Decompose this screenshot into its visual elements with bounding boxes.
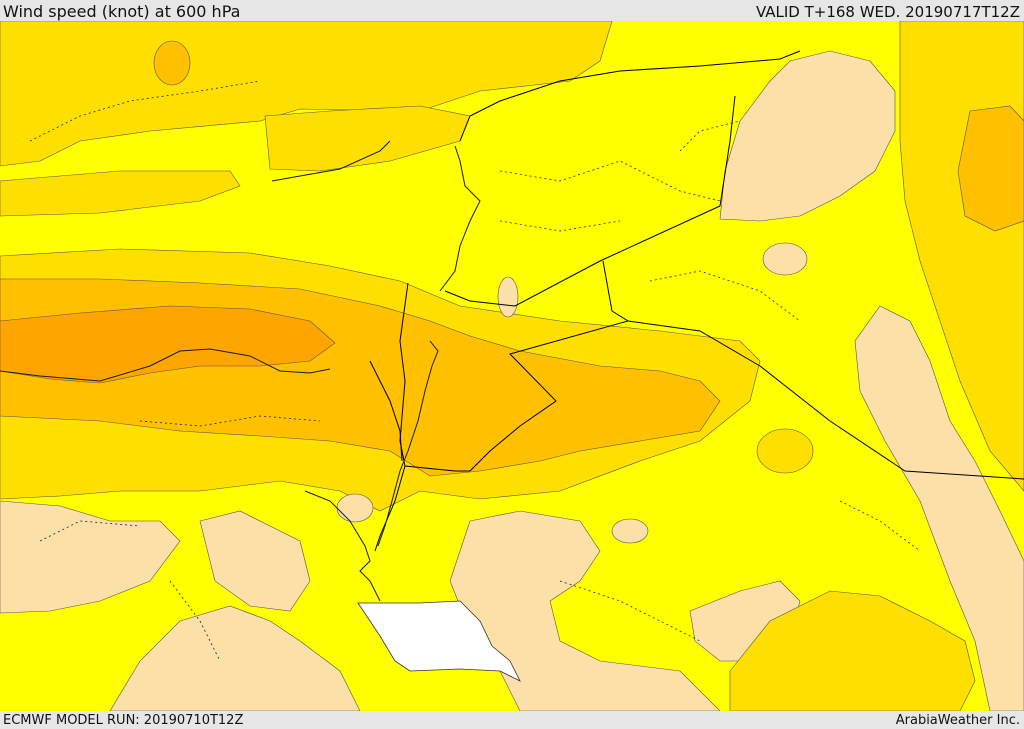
coastlines	[0, 140, 481, 602]
band-light-sudan	[199, 510, 311, 612]
footer-bar	[0, 711, 1024, 729]
amber-blob-turkey	[153, 40, 191, 86]
band-gold-west-strip	[0, 170, 241, 217]
band-gold-north	[0, 21, 613, 167]
band-light-south-egypt	[109, 605, 361, 711]
light-blob-sinai	[336, 493, 374, 523]
band-light-southwest	[0, 500, 181, 614]
country-borders	[369, 50, 1024, 552]
band-light-northeast	[719, 50, 896, 222]
model-run-label: ECMWF MODEL RUN: 20190710T12Z	[3, 713, 244, 728]
light-blob-jordan	[497, 276, 519, 318]
admin-borders	[29, 80, 921, 662]
valid-time: VALID T+168 WED. 20190717T12Z	[755, 3, 1020, 21]
light-blob-iraq	[762, 242, 808, 276]
header-bar	[0, 0, 1024, 21]
gold-blob-iraq-south	[756, 428, 814, 474]
wind-speed-map	[0, 21, 1024, 711]
band-orange-core	[0, 305, 336, 384]
credit-label: ArabiaWeather Inc.	[895, 713, 1020, 728]
band-light-east-strip	[854, 305, 1024, 711]
band-gold-south-arabia	[729, 590, 976, 711]
no-data-region	[357, 600, 521, 682]
map-title: Wind speed (knot) at 600 hPa	[3, 2, 241, 21]
band-amber-east	[957, 105, 1024, 232]
light-blob-hejaz-north	[611, 518, 649, 544]
